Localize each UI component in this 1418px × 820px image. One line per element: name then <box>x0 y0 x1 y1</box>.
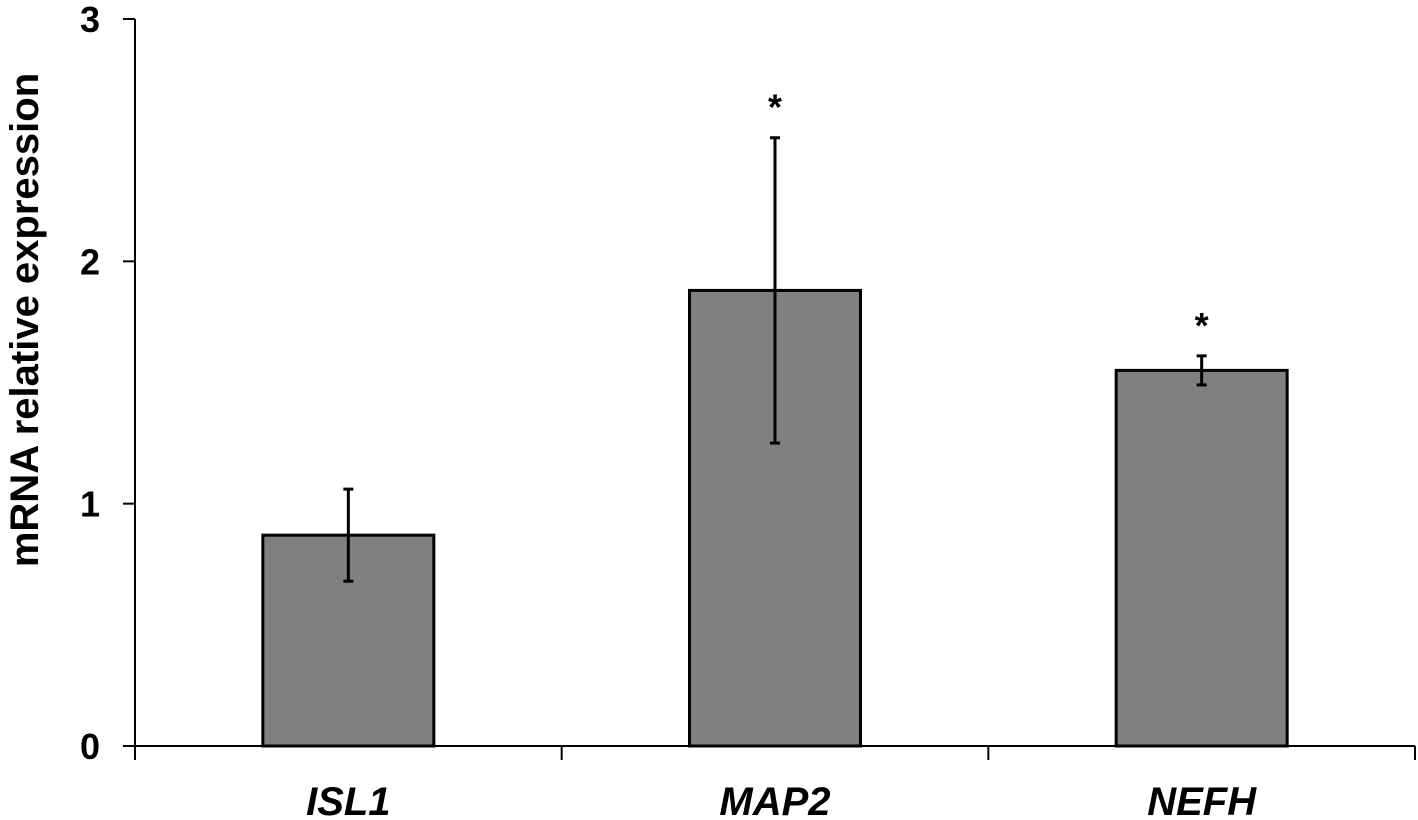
significance-marker: * <box>1195 305 1209 346</box>
x-tick-label: MAP2 <box>719 780 830 820</box>
x-tick-label: NEFH <box>1147 780 1257 820</box>
significance-marker: * <box>768 87 782 128</box>
y-tick-label: 2 <box>80 241 100 282</box>
plot-area: ISL1 * MAP2 * NEFH 0 1 2 3 <box>80 0 1416 820</box>
y-tick-label: 0 <box>80 726 100 767</box>
x-tick-label: ISL1 <box>306 780 390 820</box>
y-axis-title: mRNA relative expression <box>3 73 47 567</box>
y-tick-label: 3 <box>80 0 100 40</box>
y-tick-label: 1 <box>80 484 100 525</box>
bar-nefh <box>1114 368 1289 748</box>
